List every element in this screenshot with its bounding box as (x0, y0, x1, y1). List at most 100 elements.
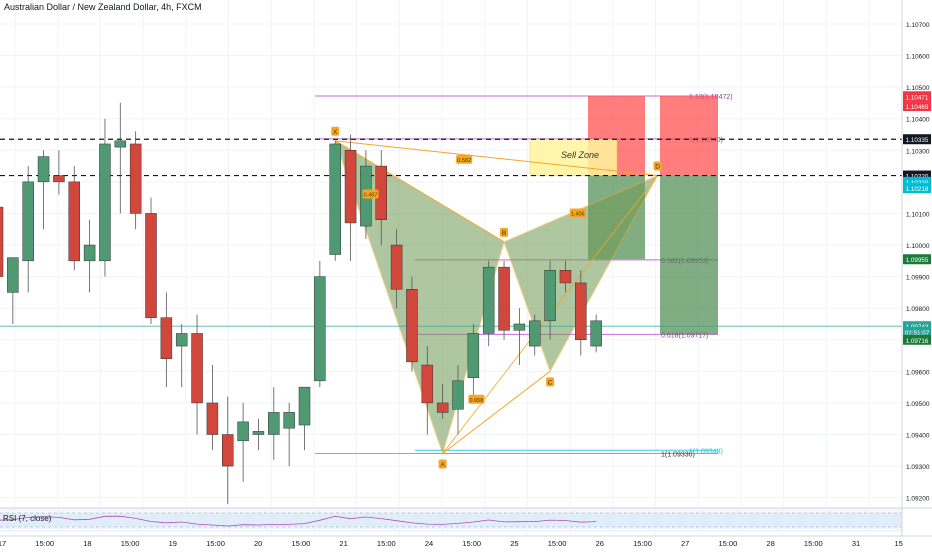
time-tick-label: 20 (254, 539, 262, 548)
price-badge (903, 176, 931, 187)
candle (83, 244, 96, 262)
price-tick-label: 1.09600 (906, 369, 930, 376)
price-badge (903, 254, 931, 265)
candle (590, 320, 602, 347)
pattern-point-label: X (333, 129, 338, 136)
candle (344, 150, 357, 224)
price-badge-label: 02:51:07 (905, 330, 930, 337)
rsi-band (0, 513, 902, 527)
pattern-point-label: B (502, 230, 506, 237)
pattern-point-label: D (655, 164, 660, 171)
candle (482, 266, 495, 334)
pattern-point-label: A (440, 461, 445, 468)
candle (191, 333, 203, 404)
candle (467, 333, 480, 378)
candle (498, 266, 510, 331)
candle (513, 323, 526, 331)
pattern-point-badge (500, 227, 509, 237)
time-tick-label: 15:00 (35, 539, 54, 548)
price-tick-label: 1.10000 (906, 243, 930, 250)
take-profit-zone (660, 175, 718, 335)
ratio-label: 0.582 (457, 158, 471, 164)
time-tick-label: 24 (425, 539, 433, 548)
candle (298, 386, 311, 426)
candle (37, 156, 50, 183)
candle (406, 288, 418, 363)
price-tick-label: 1.09900 (906, 275, 930, 282)
time-tick-label: 15 (895, 539, 903, 548)
price-badge (903, 91, 931, 102)
time-tick-label: 31 (852, 539, 860, 548)
price-badge (903, 334, 931, 345)
time-tick-label: 26 (596, 539, 604, 548)
ratio-badge (362, 189, 379, 199)
candle (252, 431, 265, 435)
price-tick-label: 1.09300 (906, 464, 930, 471)
time-tick-label: 15:00 (121, 539, 140, 548)
price-badge (903, 321, 931, 332)
stop-loss-zone (660, 95, 718, 176)
price-tick-label: 1.09200 (906, 496, 930, 503)
candle (129, 143, 142, 214)
ratio-badge (468, 394, 485, 404)
candles-group (0, 102, 602, 504)
price-badge-label: 1.09955 (906, 257, 929, 264)
candle (283, 412, 295, 429)
candle (544, 270, 556, 322)
fib-label: 1(1.09336) (661, 451, 695, 458)
candle (0, 206, 4, 277)
time-tick-label: 15:00 (719, 539, 738, 548)
chart-title: Australian Dollar / New Zealand Dollar, … (4, 2, 202, 12)
time-tick-label: 28 (766, 539, 774, 548)
candle (314, 276, 326, 382)
price-badge-label: 1.10469 (906, 104, 929, 111)
rsi-label: RSI (7, close) (3, 514, 52, 523)
candle (268, 412, 280, 435)
candle (160, 317, 173, 359)
candle (222, 434, 234, 467)
time-tick-label: 15:00 (548, 539, 567, 548)
ratio-badge (456, 154, 473, 164)
ratio-label: 1.406 (571, 211, 585, 217)
ratio-badge (569, 208, 586, 218)
price-tick-label: 1.10100 (906, 211, 930, 218)
time-tick-label: 15:00 (804, 539, 823, 548)
candle (7, 257, 19, 293)
price-badge (903, 183, 931, 194)
time-tick-label: 19 (169, 539, 177, 548)
ratio-label: 0.658 (470, 398, 484, 404)
pattern-leg (334, 140, 505, 243)
price-badge (903, 101, 931, 112)
candle (436, 402, 449, 413)
candle (175, 333, 188, 347)
price-badge (903, 170, 931, 181)
price-badge-label: 1.10471 (906, 94, 929, 101)
sell-zone-label: Sell Zone (561, 150, 599, 160)
pattern-leg (335, 140, 658, 177)
price-tick-label: 1.09800 (906, 306, 930, 313)
time-tick-label: 15:00 (206, 539, 225, 548)
candle (145, 213, 157, 318)
candle (390, 244, 403, 290)
fib-label: 0.618(1.09717) (661, 332, 708, 339)
candle (421, 364, 434, 404)
pattern-point-badge (331, 126, 340, 136)
candle (452, 380, 464, 410)
pattern-point-badge (438, 459, 447, 469)
price-tick-label: 1.10600 (906, 54, 930, 61)
candle (575, 282, 587, 341)
time-tick-label: 15:00 (633, 539, 652, 548)
price-tick-label: 1.10700 (906, 22, 930, 29)
candle (329, 143, 341, 255)
time-tick-label: 18 (83, 539, 91, 548)
time-tick-label: 15:00 (292, 539, 311, 548)
candle (53, 175, 65, 183)
candle (237, 421, 249, 442)
candle (114, 140, 127, 148)
time-tick-label: 17 (0, 539, 6, 548)
price-tick-label: 1.09500 (906, 401, 930, 408)
time-tick-label: 27 (681, 539, 689, 548)
price-badge (903, 134, 931, 145)
